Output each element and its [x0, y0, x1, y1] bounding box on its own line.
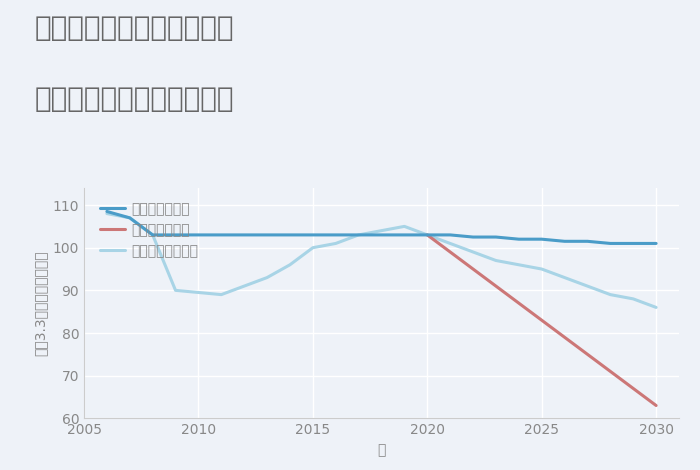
- グッドシナリオ: [469, 234, 477, 240]
- グッドシナリオ: [561, 238, 569, 244]
- ノーマルシナリオ: [194, 290, 202, 295]
- グッドシナリオ: [514, 236, 523, 242]
- ノーマルシナリオ: [377, 228, 386, 234]
- Line: バッドシナリオ: バッドシナリオ: [427, 235, 656, 406]
- グッドシナリオ: [538, 236, 546, 242]
- ノーマルシナリオ: [148, 232, 157, 238]
- グッドシナリオ: [629, 241, 638, 246]
- Text: 中古マンションの価格推移: 中古マンションの価格推移: [35, 85, 235, 113]
- ノーマルシナリオ: [263, 275, 272, 281]
- ノーマルシナリオ: [561, 275, 569, 281]
- Y-axis label: 平（3.3㎡）単価（万円）: 平（3.3㎡）単価（万円）: [33, 251, 47, 356]
- ノーマルシナリオ: [469, 249, 477, 255]
- グッドシナリオ: [446, 232, 454, 238]
- Text: 奈良県吉野郡大淀町新野の: 奈良県吉野郡大淀町新野の: [35, 14, 235, 42]
- グッドシナリオ: [423, 232, 431, 238]
- ノーマルシナリオ: [652, 305, 660, 310]
- バッドシナリオ: [423, 232, 431, 238]
- ノーマルシナリオ: [286, 262, 294, 267]
- グッドシナリオ: [148, 232, 157, 238]
- ノーマルシナリオ: [172, 288, 180, 293]
- グッドシナリオ: [491, 234, 500, 240]
- X-axis label: 年: 年: [377, 443, 386, 457]
- ノーマルシナリオ: [514, 262, 523, 267]
- Line: グッドシナリオ: グッドシナリオ: [107, 212, 656, 243]
- Legend: グッドシナリオ, バッドシナリオ, ノーマルシナリオ: グッドシナリオ, バッドシナリオ, ノーマルシナリオ: [97, 200, 202, 261]
- グッドシナリオ: [125, 215, 134, 221]
- ノーマルシナリオ: [606, 292, 615, 298]
- ノーマルシナリオ: [309, 245, 317, 251]
- ノーマルシナリオ: [538, 266, 546, 272]
- グッドシナリオ: [583, 238, 592, 244]
- ノーマルシナリオ: [423, 232, 431, 238]
- Line: ノーマルシナリオ: ノーマルシナリオ: [107, 213, 656, 307]
- ノーマルシナリオ: [400, 224, 409, 229]
- グッドシナリオ: [652, 241, 660, 246]
- ノーマルシナリオ: [217, 292, 225, 298]
- ノーマルシナリオ: [125, 215, 134, 221]
- ノーマルシナリオ: [240, 283, 248, 289]
- バッドシナリオ: [652, 403, 660, 408]
- ノーマルシナリオ: [446, 241, 454, 246]
- ノーマルシナリオ: [583, 283, 592, 289]
- ノーマルシナリオ: [491, 258, 500, 263]
- ノーマルシナリオ: [629, 296, 638, 302]
- ノーマルシナリオ: [332, 241, 340, 246]
- ノーマルシナリオ: [103, 211, 111, 216]
- グッドシナリオ: [103, 209, 111, 214]
- グッドシナリオ: [606, 241, 615, 246]
- ノーマルシナリオ: [354, 232, 363, 238]
